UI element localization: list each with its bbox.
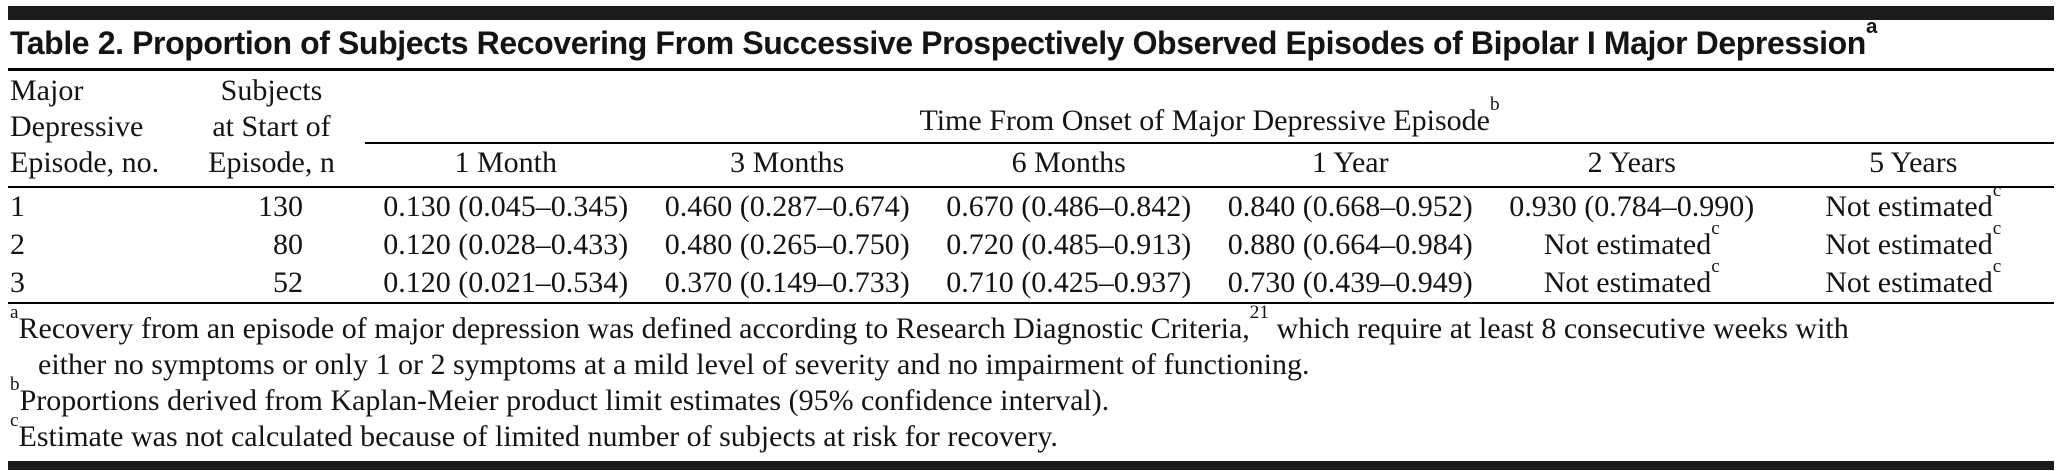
footnote-c: cEstimate was not calculated because of … — [10, 411, 2052, 455]
cell-estimate-1-month: 0.120 (0.021–0.534) — [365, 264, 647, 304]
estimate-text: 0.120 (0.028–0.433) — [383, 228, 629, 261]
cell-estimate-6-months: 0.710 (0.425–0.937) — [928, 264, 1210, 304]
data-table: Major Depressive Episode, no. Subjects a… — [8, 71, 2054, 304]
column-header-2-years: 2 Years — [1491, 143, 1773, 188]
cell-estimate-6-months: 0.720 (0.485–0.913) — [928, 226, 1210, 264]
estimate-text: 0.720 (0.485–0.913) — [946, 228, 1192, 261]
column-header-line: Episode, n — [208, 146, 335, 179]
table-header: Major Depressive Episode, no. Subjects a… — [8, 71, 2054, 188]
cell-estimate-1-month: 0.130 (0.045–0.345) — [365, 187, 647, 226]
estimate-text: 0.460 (0.287–0.674) — [664, 190, 910, 223]
top-rule — [8, 6, 2054, 20]
cell-subjects-n: 52 — [178, 264, 365, 304]
cell-estimate-2-years: Not estimatedc — [1491, 257, 1773, 304]
cell-estimate-1-year: 0.840 (0.668–0.952) — [1210, 187, 1492, 226]
table-row-episode-2: 2 80 0.120 (0.028–0.433) 0.480 (0.265–0.… — [8, 219, 2055, 264]
cell-estimate-2-years: 0.930 (0.784–0.990) — [1491, 187, 1773, 226]
footnote-c-marker: c — [10, 410, 19, 432]
cell-episode-number: 1 — [10, 190, 25, 223]
column-group-header-text: Time From Onset of Major Depressive Epis… — [919, 104, 1490, 137]
footnote-a-line1: aRecovery from an episode of major depre… — [10, 303, 2052, 347]
cell-estimate-5-years: Not estimatedc — [1773, 181, 2055, 226]
column-header-1-month: 1 Month — [365, 143, 647, 188]
column-header-line: Major — [10, 74, 84, 107]
table-row-episode-1: 1 130 0.130 (0.045–0.345) 0.460 (0.287–0… — [8, 181, 2055, 226]
column-header-subjects-n: Subjects at Start of Episode, n — [178, 71, 365, 188]
footnotes: aRecovery from an episode of major depre… — [8, 303, 2054, 455]
footnote-a-line2: either no symptoms or only 1 or 2 sympto… — [38, 348, 1310, 381]
footnote-b: bProportions derived from Kaplan-Meier p… — [10, 375, 2052, 419]
footnote-a: aRecovery from an episode of major depre… — [10, 303, 2052, 383]
cell-estimate-3-months: 0.460 (0.287–0.674) — [647, 187, 929, 226]
estimate-text: 0.130 (0.045–0.345) — [383, 190, 629, 223]
cell-estimate-2-years: Not estimatedc — [1491, 219, 1773, 264]
footnote-a-text-cont: which require at least 8 consecutive wee… — [1268, 312, 1849, 345]
estimate-text: Not estimated — [1543, 228, 1712, 261]
cell-estimate-1-month: 0.120 (0.028–0.433) — [365, 226, 647, 264]
column-header-line: Subjects — [220, 74, 323, 107]
column-group-header-footnote-marker: b — [1489, 94, 1500, 116]
footnote-b-marker: b — [10, 374, 20, 396]
estimate-text: Not estimated — [1825, 190, 1993, 223]
estimate-text: 0.370 (0.149–0.733) — [664, 266, 910, 299]
cell-subjects-n: 80 — [273, 228, 303, 261]
table-row-episode-3: 3 52 0.120 (0.021–0.534) 0.370 (0.149–0.… — [8, 257, 2054, 304]
table-title-footnote-marker: a — [1865, 15, 1877, 39]
estimate-text: 0.880 (0.664–0.984) — [1227, 228, 1473, 261]
column-group-header-time-from-onset: Time From Onset of Major Depressive Epis… — [365, 71, 2054, 144]
estimate-text: 0.710 (0.425–0.937) — [946, 266, 1192, 299]
estimate-text: 0.930 (0.784–0.990) — [1509, 190, 1755, 223]
footnote-c-text: Estimate was not calculated because of l… — [18, 420, 1058, 453]
cell-estimate-1-year: 0.730 (0.439–0.949) — [1209, 264, 1491, 304]
estimate-text: Not estimated — [1543, 266, 1712, 299]
bottom-rule — [8, 461, 2054, 470]
footnote-a-marker: a — [10, 302, 19, 324]
column-header-5-years: 5 Years — [1772, 143, 2054, 188]
cell-estimate-6-months: 0.670 (0.486–0.842) — [928, 187, 1210, 226]
cell-episode-number: 2 — [10, 228, 25, 261]
footnote-marker: c — [1711, 256, 1720, 278]
estimate-text: 0.480 (0.265–0.750) — [664, 228, 910, 261]
footnote-marker: c — [1992, 180, 2002, 202]
estimate-text: 0.120 (0.021–0.534) — [383, 266, 629, 299]
footnote-b-text: Proportions derived from Kaplan-Meier pr… — [19, 384, 1110, 417]
column-header-1-year: 1 Year — [1209, 143, 1491, 188]
cell-estimate-5-years: Not estimatedc — [1773, 219, 2055, 264]
table-body: 1 130 0.130 (0.045–0.345) 0.460 (0.287–0… — [8, 181, 2055, 304]
column-header-3-months: 3 Months — [646, 143, 928, 188]
estimate-text: Not estimated — [1825, 266, 1993, 299]
column-header-line: Episode, no. — [10, 146, 160, 179]
cell-subjects-n: 130 — [258, 190, 303, 223]
table-title: Table 2. Proportion of Subjects Recoveri… — [8, 16, 2054, 71]
column-header-line: at Start of — [212, 110, 331, 143]
estimate-text: 0.730 (0.439–0.949) — [1227, 266, 1473, 299]
footnote-a-text: Recovery from an episode of major depres… — [18, 312, 1250, 345]
cell-episode-number: 3 — [8, 264, 178, 304]
column-header-6-months: 6 Months — [928, 143, 1210, 188]
cell-estimate-3-months: 0.480 (0.265–0.750) — [647, 226, 929, 264]
estimate-text: 0.840 (0.668–0.952) — [1227, 190, 1473, 223]
column-header-line: Depressive — [10, 110, 144, 143]
footnote-marker: c — [1711, 218, 1720, 240]
table-title-text: Table 2. Proportion of Subjects Recoveri… — [10, 25, 1866, 61]
estimate-text: 0.670 (0.486–0.842) — [946, 190, 1192, 223]
footnote-marker: c — [1992, 218, 2002, 240]
cell-estimate-1-year: 0.880 (0.664–0.984) — [1210, 226, 1492, 264]
cell-estimate-5-years: Not estimatedc — [1772, 257, 2054, 304]
cell-estimate-3-months: 0.370 (0.149–0.733) — [646, 264, 928, 304]
estimate-text: Not estimated — [1825, 228, 1993, 261]
column-header-episode-number: Major Depressive Episode, no. — [8, 71, 178, 188]
reference-21-marker: 21 — [1249, 302, 1269, 324]
footnote-marker: c — [1992, 256, 2002, 278]
